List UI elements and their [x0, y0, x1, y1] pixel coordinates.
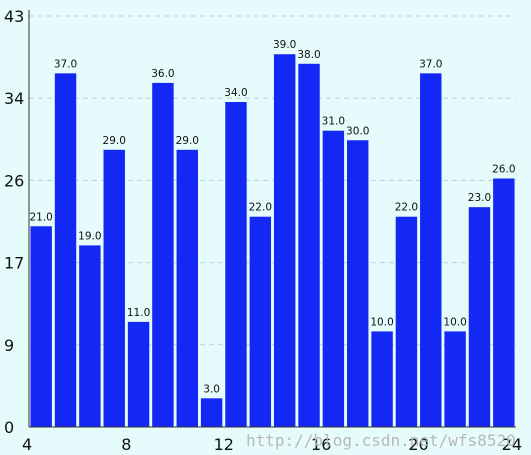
bar — [249, 216, 272, 427]
y-tick-label: 0 — [4, 418, 14, 437]
bar — [444, 331, 466, 427]
bar — [347, 140, 369, 428]
bar — [395, 216, 418, 427]
y-tick-label: 9 — [4, 336, 14, 355]
x-tick-label: 24 — [502, 435, 522, 454]
bar-value-label: 38.0 — [297, 49, 320, 61]
bar-value-label: 34.0 — [224, 87, 247, 99]
y-tick-label: 26 — [4, 171, 24, 190]
bar — [79, 245, 101, 427]
bar-value-label: 23.0 — [468, 192, 491, 204]
bar-value-label: 26.0 — [492, 163, 515, 175]
y-tick-label: 34 — [4, 89, 24, 108]
bar-value-label: 37.0 — [419, 58, 442, 70]
watermark-text: http://blog.csdn.net/wfs8520 — [246, 431, 516, 450]
bar — [322, 130, 345, 427]
x-tick-label: 12 — [214, 435, 234, 454]
bar-value-label: 37.0 — [54, 58, 77, 70]
bar — [493, 178, 515, 427]
bar-value-label: 30.0 — [346, 125, 369, 137]
bar-value-label: 22.0 — [395, 202, 418, 214]
bar — [273, 54, 296, 428]
bar — [54, 73, 77, 427]
bar-value-label: 11.0 — [127, 307, 150, 319]
bar — [152, 82, 174, 427]
x-tick-label: 4 — [22, 435, 32, 454]
bars — [30, 54, 515, 428]
bar-value-label: 21.0 — [29, 211, 52, 223]
bar-value-label: 10.0 — [443, 316, 466, 328]
bar — [176, 149, 198, 427]
y-tick-label: 17 — [4, 254, 24, 273]
bar — [371, 331, 393, 427]
bar-value-label: 31.0 — [322, 116, 345, 128]
bar — [200, 398, 223, 427]
tick-labels: 0 9 17 26 34 43 4 8 12 16 20 24 — [4, 7, 522, 454]
x-tick-label: 16 — [311, 435, 331, 454]
bar — [420, 73, 442, 427]
grid-lines — [29, 15, 516, 346]
bar-value-label: 39.0 — [273, 39, 296, 51]
bar-value-label: 3.0 — [203, 383, 220, 395]
bar — [30, 226, 52, 427]
bar-value-label: 10.0 — [370, 316, 393, 328]
bar-value-label: 19.0 — [78, 230, 101, 242]
bar — [468, 207, 491, 427]
bar — [298, 63, 320, 427]
x-tick-label: 8 — [121, 435, 131, 454]
x-tick-label: 20 — [408, 435, 428, 454]
axes — [28, 10, 516, 428]
bar-value-label: 29.0 — [103, 135, 126, 147]
bar-value-label: 29.0 — [176, 135, 199, 147]
bar-value-label: 36.0 — [151, 68, 174, 80]
bar — [103, 149, 125, 427]
data-labels: 21.0 37.0 19.0 29.0 11.0 36.0 29.0 3.0 34.0 22.0 3… — [29, 39, 515, 395]
bar — [225, 102, 247, 427]
bar — [127, 321, 150, 427]
y-tick-label: 43 — [4, 7, 24, 26]
bar-value-label: 22.0 — [249, 202, 272, 214]
